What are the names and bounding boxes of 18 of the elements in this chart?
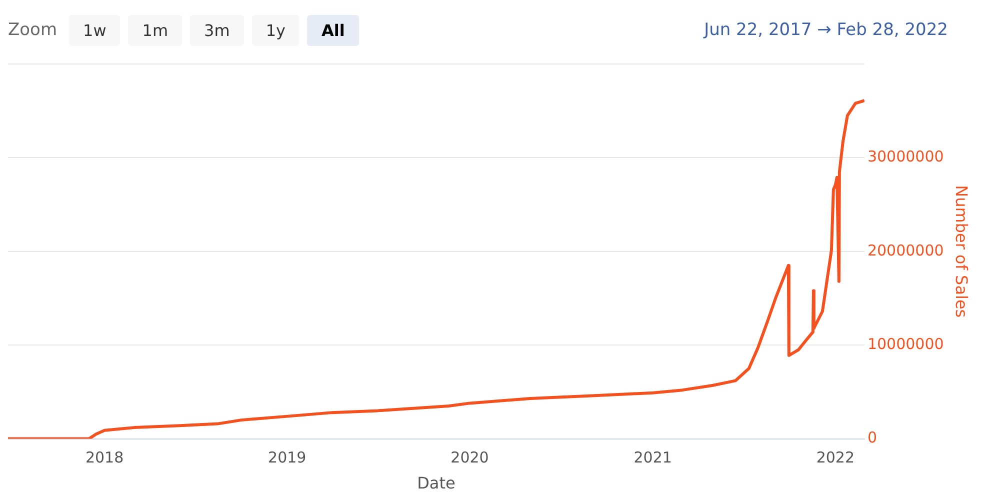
- y-axis-title: Number of Sales: [952, 185, 972, 318]
- x-axis-title: Date: [417, 474, 456, 493]
- y-tick-label: 30000000: [867, 148, 944, 166]
- x-tick-label: 2020: [450, 448, 489, 467]
- text: Jun 22, 2017 → Feb 28, 2022: [704, 20, 948, 40]
- x-tick-label: 2022: [816, 448, 855, 467]
- text: 1y: [252, 14, 300, 46]
- x-tick-label: 2021: [634, 448, 672, 467]
- text: All: [307, 14, 359, 46]
- y-tick-label: 0: [867, 428, 877, 447]
- text: 1m: [128, 14, 182, 46]
- y-tick-label: 10000000: [867, 334, 944, 353]
- x-tick-label: 2019: [268, 448, 306, 467]
- text: 1w: [69, 14, 120, 46]
- y-tick-label: 20000000: [867, 241, 944, 260]
- text: 3m: [190, 14, 244, 46]
- text: Zoom: [8, 20, 58, 40]
- x-tick-label: 2018: [85, 448, 124, 467]
